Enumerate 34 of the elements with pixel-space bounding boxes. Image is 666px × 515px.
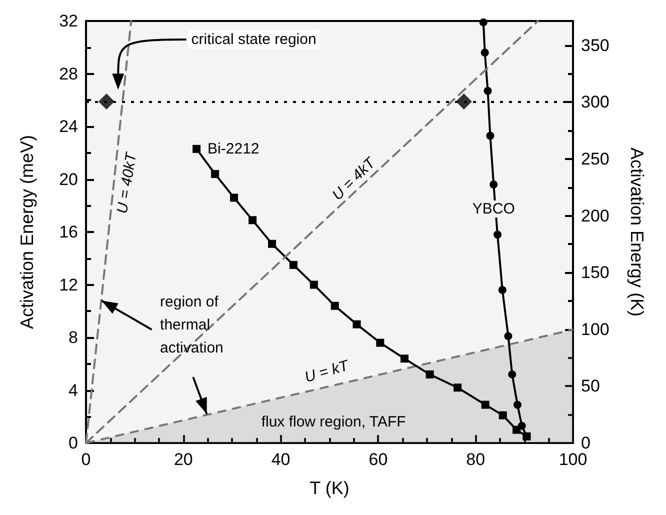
x-tick-label: 0 <box>81 450 91 469</box>
y-tick-label: 4 <box>68 380 78 400</box>
y2-tick-label: 300 <box>581 92 610 112</box>
y2-tick-label: 250 <box>581 149 610 168</box>
y-tick-label: 12 <box>59 275 78 294</box>
annotation: U = kT <box>302 356 352 386</box>
annotation: U = 4kT <box>329 153 380 204</box>
annotation: critical state region <box>191 30 316 48</box>
y-tick-label: 8 <box>68 328 78 347</box>
x-tick-label: 40 <box>271 450 290 469</box>
y2-tick-label: 50 <box>581 376 600 396</box>
y2-tick-label: 200 <box>581 206 610 226</box>
x-tick-label: 20 <box>174 450 193 469</box>
y-tick-label: 24 <box>59 117 78 136</box>
x-tick-label: 100 <box>558 450 588 469</box>
y-tick-label: 28 <box>59 64 78 84</box>
x-tick-label: 60 <box>368 450 388 469</box>
annotation: U = 40kT <box>114 150 140 215</box>
y-tick-label: 20 <box>59 170 78 189</box>
y2-tick-label: 350 <box>581 36 610 55</box>
annotation: region of thermal activation <box>160 294 224 357</box>
y2-tick-label: 150 <box>581 263 610 282</box>
series-label: YBCO <box>472 200 515 218</box>
y2-axis-title: Activation Energy (K) <box>627 147 647 317</box>
y-tick-label: 0 <box>68 434 78 452</box>
y-axis-title: Activation Energy (meV) <box>17 134 37 330</box>
y-tick-label: 32 <box>59 12 78 30</box>
x-axis-title: T (K) <box>310 478 350 498</box>
x-tick-label: 80 <box>466 450 486 469</box>
y2-tick-label: 100 <box>581 320 610 339</box>
series-label: Bi-2212 <box>208 140 260 158</box>
y2-tick-label: 0 <box>581 434 590 452</box>
y-tick-label: 16 <box>59 222 78 242</box>
annotation: flux flow region, TAFF <box>261 413 406 430</box>
